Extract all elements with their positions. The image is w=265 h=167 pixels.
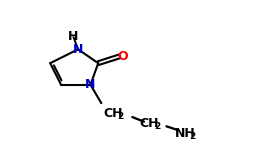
Text: N: N	[85, 78, 96, 91]
Text: 2: 2	[154, 122, 160, 131]
Text: H: H	[68, 31, 79, 43]
Text: CH: CH	[103, 107, 123, 120]
Text: CH: CH	[140, 117, 159, 130]
Text: 2: 2	[118, 112, 124, 121]
Text: 2: 2	[190, 132, 196, 141]
Text: NH: NH	[175, 127, 195, 140]
Text: O: O	[117, 50, 127, 63]
Text: N: N	[73, 43, 83, 56]
